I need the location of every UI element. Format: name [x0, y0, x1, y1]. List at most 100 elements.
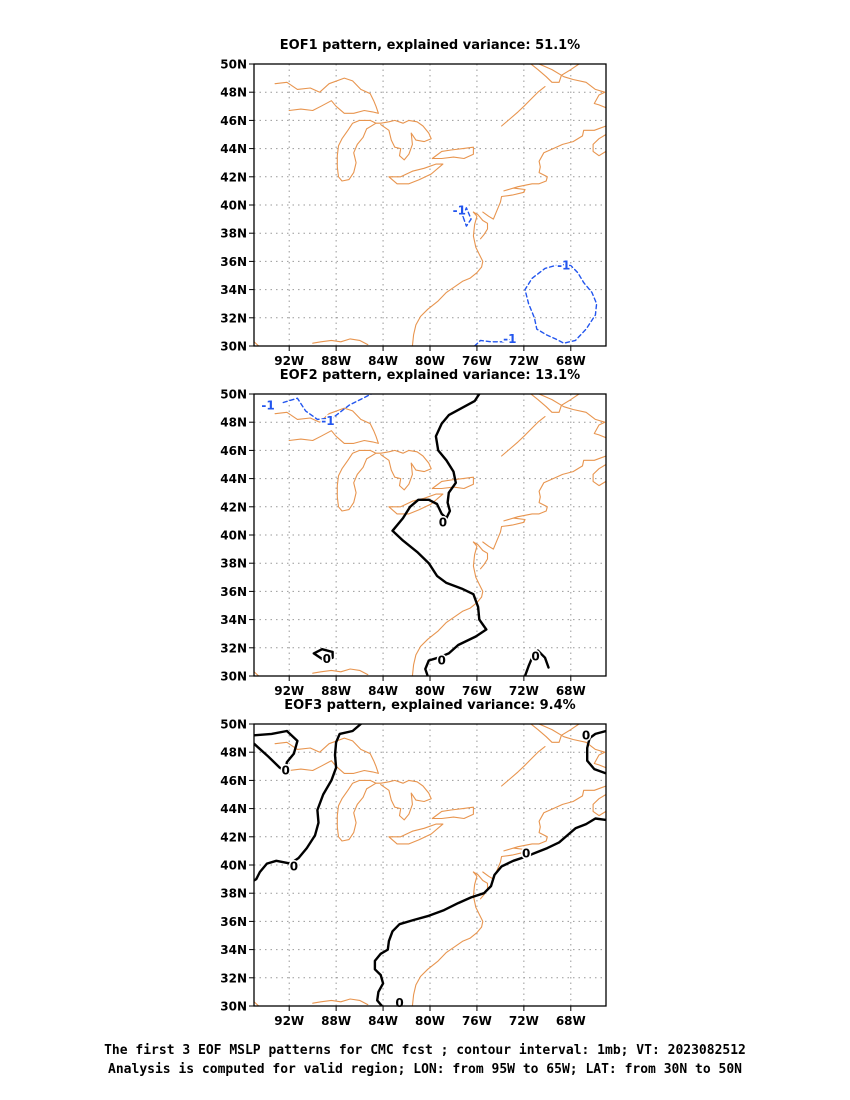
axis-ticks: 30N 32N 34N 36N 38N 40N 42N 44N 46N 48N 50N 92W 88W 8…: [220, 718, 586, 1029]
contour-label: 0: [438, 653, 446, 667]
lat-tick-label: 48N: [220, 746, 247, 760]
lat-tick-label: 42N: [220, 500, 247, 514]
coastline-segment: [530, 64, 580, 83]
contour-label: 0: [522, 847, 530, 861]
eof2-panel: EOF2 pattern, explained variance: 13.1% …: [220, 368, 607, 699]
lat-tick-label: 46N: [220, 444, 247, 458]
coastline-segment: [530, 724, 580, 743]
eof3-panel: EOF3 pattern, explained variance: 9.4% 0…: [220, 698, 607, 1029]
contour-line: [586, 736, 606, 775]
lat-tick-label: 32N: [220, 641, 247, 655]
lat-tick-label: 38N: [220, 557, 247, 571]
coastline-segment: [431, 476, 474, 490]
coastline-segment: [388, 163, 444, 185]
lon-tick-label: 84W: [368, 354, 398, 368]
coastline-segment: [411, 541, 484, 676]
coastline-segment: [592, 793, 606, 817]
contour-label: -1: [261, 398, 274, 412]
map-grid: [254, 394, 606, 676]
lon-tick-label: 92W: [274, 1014, 304, 1028]
coastline-segment: [388, 823, 444, 845]
lat-tick-label: 32N: [220, 311, 247, 325]
contour-line: [254, 729, 299, 771]
contour-line: [373, 817, 606, 1006]
coastline-segment: [431, 806, 474, 820]
lat-tick-label: 34N: [220, 283, 247, 297]
contour-label: 0: [582, 728, 590, 742]
lat-tick-label: 32N: [220, 971, 247, 985]
lat-tick-label: 38N: [220, 227, 247, 241]
coastline-segment: [530, 394, 580, 413]
lat-tick-label: 50N: [220, 388, 247, 402]
coastline-segment: [312, 668, 369, 676]
lat-tick-label: 50N: [220, 58, 247, 72]
contour-label: 0: [282, 764, 290, 778]
lat-tick-label: 46N: [220, 774, 247, 788]
lat-tick-label: 42N: [220, 830, 247, 844]
lat-tick-label: 34N: [220, 613, 247, 627]
map-grid: [254, 64, 606, 346]
contour-negative: [462, 207, 598, 346]
coastline-segment: [375, 119, 432, 161]
lon-tick-label: 92W: [274, 354, 304, 368]
contour-label: 0: [323, 652, 331, 666]
lon-tick-label: 72W: [509, 354, 539, 368]
map-grid: [254, 724, 606, 1006]
lat-tick-label: 44N: [220, 802, 247, 816]
contour-line: [536, 649, 550, 669]
lon-tick-label: 68W: [556, 1014, 586, 1028]
coastline-segment: [592, 133, 606, 157]
contour-label: -1: [503, 332, 516, 346]
coastline-segment: [538, 64, 606, 109]
lon-tick-label: 68W: [556, 684, 586, 698]
coastline-segment: [336, 119, 377, 182]
lon-tick-label: 88W: [321, 684, 351, 698]
coastline-segment: [501, 416, 546, 457]
lon-tick-label: 76W: [462, 354, 492, 368]
lon-tick-label: 76W: [462, 684, 492, 698]
figure-caption-line-1: The first 3 EOF MSLP patterns for CMC fc…: [104, 1043, 746, 1058]
contour-line: [523, 649, 540, 676]
contour-label: 0: [531, 649, 539, 663]
axis-ticks: 30N 32N 34N 36N 38N 40N 42N 44N 46N 48N 50N 92W 88W 8…: [220, 388, 586, 699]
coastlines: [254, 724, 606, 1006]
lon-tick-label: 72W: [509, 1014, 539, 1028]
lon-tick-label: 88W: [321, 1014, 351, 1028]
coastline-segment: [482, 125, 606, 220]
lon-tick-label: 72W: [509, 684, 539, 698]
coastline-segment: [592, 463, 606, 487]
coastline-segment: [472, 211, 489, 240]
coastline-segment: [538, 394, 606, 439]
coastline-segment: [336, 449, 377, 512]
coastline-segment: [538, 724, 606, 769]
eof1-panel: EOF1 pattern, explained variance: 51.1% …: [220, 38, 607, 368]
lat-tick-label: 36N: [220, 255, 247, 269]
coastline-segment: [336, 779, 377, 842]
contour-labels: -1 -1: [260, 397, 336, 430]
coastline-segment: [254, 1001, 260, 1006]
lat-tick-label: 40N: [220, 529, 247, 543]
lat-tick-label: 40N: [220, 859, 247, 873]
coastline-segment: [501, 86, 546, 127]
lat-tick-label: 30N: [220, 340, 247, 354]
contour-line: [282, 394, 372, 421]
coastline-segment: [472, 871, 489, 900]
lat-tick-label: 40N: [220, 199, 247, 213]
coastline-segment: [482, 455, 606, 550]
coastline-segment: [431, 146, 474, 160]
lon-tick-label: 84W: [368, 1014, 398, 1028]
coastline-segment: [254, 341, 260, 346]
lat-tick-label: 38N: [220, 887, 247, 901]
contour-line: [588, 729, 606, 740]
coastlines: [254, 64, 606, 346]
lat-tick-label: 36N: [220, 585, 247, 599]
lat-tick-label: 36N: [220, 915, 247, 929]
contour-label: -1: [453, 204, 466, 218]
eof2-panel-title: EOF2 pattern, explained variance: 13.1%: [280, 368, 580, 383]
contour-labels: -1 -1 -1: [451, 202, 572, 347]
lat-tick-label: 46N: [220, 114, 247, 128]
lon-tick-label: 88W: [321, 354, 351, 368]
contour-line: [254, 742, 287, 774]
lat-tick-label: 44N: [220, 472, 247, 486]
